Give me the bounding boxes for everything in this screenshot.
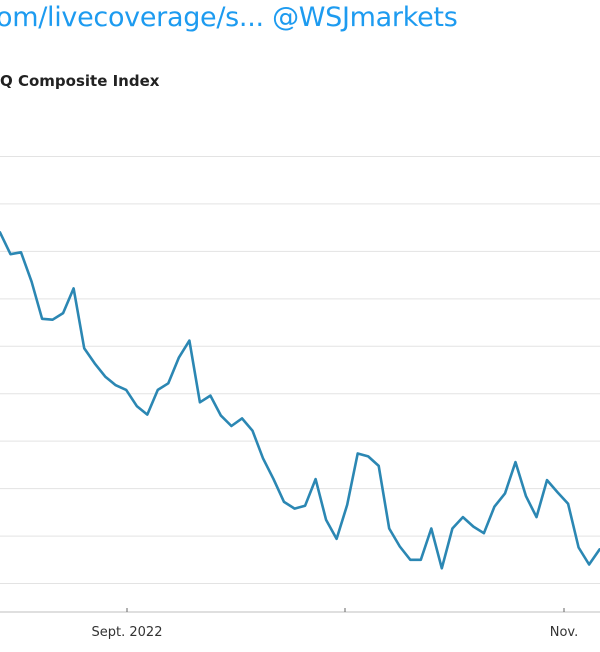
series-points: [0, 232, 600, 569]
chart-title: Q Composite Index: [0, 72, 160, 90]
gridlines: [0, 155, 600, 585]
tweet-handle[interactable]: @WSJmarkets: [272, 2, 458, 33]
tweet-link-url[interactable]: om/livecoverage/s...: [0, 2, 264, 33]
tweet-link-line[interactable]: om/livecoverage/s... @WSJmarkets: [0, 2, 458, 33]
series-line: [0, 231, 600, 570]
x-tick-label: Nov.: [550, 625, 579, 640]
x-tick-label: Sept. 2022: [92, 625, 163, 640]
